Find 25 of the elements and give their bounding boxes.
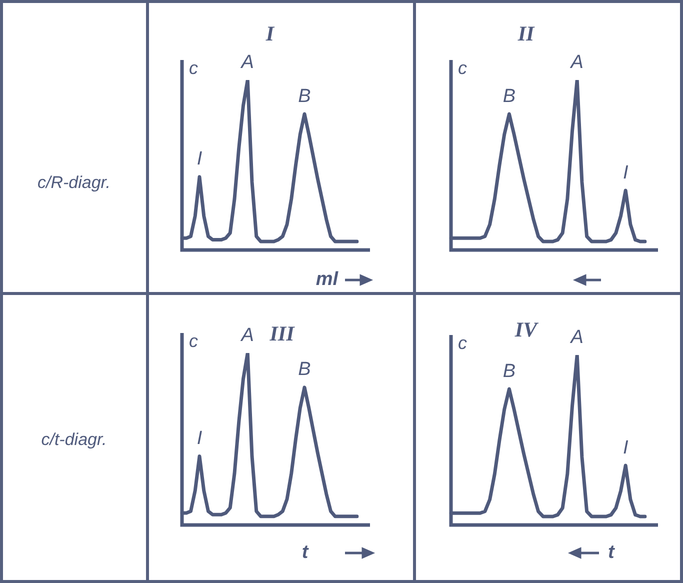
x-axis-title: t <box>302 542 309 564</box>
y-axis-title: c <box>458 333 467 353</box>
chart-title: III <box>268 321 296 346</box>
annotation: A <box>240 52 254 73</box>
annotation: B <box>298 359 312 380</box>
annotation: I <box>196 148 203 170</box>
chart-title: IV <box>514 317 540 342</box>
annotation: A <box>570 52 584 73</box>
annotation: A <box>570 326 584 348</box>
annotation: B <box>502 86 516 107</box>
x-axis-title: t <box>608 542 615 564</box>
text: c/t-diagr. <box>40 430 108 450</box>
y-axis-title: c <box>189 58 198 78</box>
annotation: B <box>298 86 312 107</box>
y-axis-title: c <box>458 58 467 78</box>
text: c/R-diagr. <box>36 173 112 193</box>
annotation: I <box>622 162 629 184</box>
x-axis-title: ml <box>316 269 339 290</box>
y-axis-title: c <box>189 331 198 351</box>
annotation: I <box>622 437 629 458</box>
chart-title: I <box>264 21 275 46</box>
chart-title: II <box>516 21 535 46</box>
annotation: B <box>502 360 516 382</box>
annotation: I <box>196 428 203 449</box>
annotation: A <box>240 324 254 346</box>
